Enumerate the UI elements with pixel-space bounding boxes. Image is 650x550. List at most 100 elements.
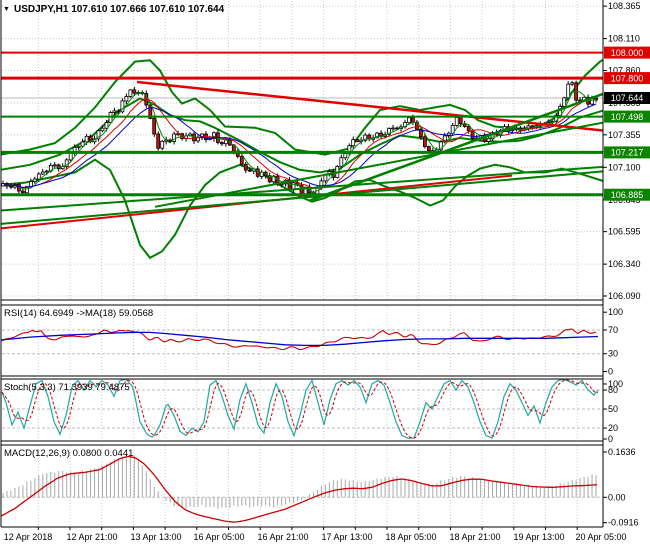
axis-tick-label: -0.0916 (608, 518, 639, 528)
price-label-text: 107.498 (611, 112, 644, 122)
green-trendline (154, 121, 603, 208)
axis-tick-label: 100 (608, 307, 623, 317)
candle-body (255, 168, 260, 177)
candle-body (160, 140, 165, 149)
axis-tick-label: 20 (608, 423, 618, 433)
price-label-box-107.498 (604, 110, 650, 123)
axis-tick-label: 106.340 (608, 259, 641, 269)
candle-body (36, 173, 41, 180)
candle-body (530, 125, 535, 128)
candle-body (100, 127, 105, 132)
candle-body (458, 117, 463, 125)
candle-body (442, 135, 447, 143)
stochastic-panel (1, 379, 599, 440)
stoch-indicator-label: Stoch(5,3,3) 71.3939 79.4875 (4, 382, 130, 393)
candle-body (116, 110, 121, 113)
price-label-text: 106.885 (611, 190, 644, 200)
candle-body (76, 145, 81, 148)
horizontal-levels (1, 51, 603, 197)
candle-body (80, 141, 85, 147)
candle-body (28, 181, 33, 187)
candle-body (219, 142, 224, 145)
candle-body (387, 128, 392, 135)
candle-body (156, 133, 161, 149)
candle-body (486, 138, 491, 142)
candle-body (562, 97, 567, 107)
axis-tick-label: 0 (608, 434, 613, 444)
candle-body (267, 175, 272, 183)
candle-body (438, 141, 443, 151)
price-label-box-107.800 (604, 72, 650, 85)
axis-tick-label: 107.355 (608, 130, 641, 140)
candle-body (32, 178, 37, 182)
price-label-text: 107.217 (611, 148, 644, 158)
candle-body (120, 100, 125, 113)
time-axis: 12 Apr 2018 12 Apr 21:00 13 Apr 13:00 16 Ap… (4, 527, 627, 542)
chart-header: ▼ USDJPY,H1 107.610 107.666 107.610 107.… (3, 4, 225, 15)
candle-body (20, 190, 25, 194)
candle-body (466, 125, 471, 132)
price-label-text: 108.000 (611, 48, 644, 58)
candle-body (418, 128, 423, 138)
axis-tick-label: 80 (608, 385, 618, 395)
symbol-dropdown-icon[interactable]: ▼ (3, 6, 10, 13)
candle-body (112, 110, 117, 113)
ma-mid (2, 95, 597, 189)
axis-tick-label: 0.1636 (608, 447, 636, 457)
time-axis-label: 18 Apr 05:00 (385, 532, 436, 542)
time-axis-label: 16 Apr 21:00 (257, 532, 308, 542)
rsi-panel (1, 328, 599, 351)
rsi-indicator-label: RSI(14) 64.6949 ->MA(18) 59.0568 (4, 308, 153, 319)
time-axis-label: 12 Apr 21:00 (66, 532, 117, 542)
stoch-d-line (1, 379, 598, 439)
candle-body (570, 82, 574, 85)
panel-borders (0, 0, 604, 528)
axis-tick-label: 107.860 (608, 66, 641, 76)
candle-body (395, 127, 399, 130)
candle-body (172, 133, 177, 142)
price-label-text: 107.800 (611, 73, 644, 83)
ma-fast (2, 90, 597, 194)
candle-body (196, 137, 200, 142)
candle-body (24, 186, 29, 194)
macd-indicator-label: MACD(12,26,9) 0.0800 0.0441 (4, 448, 133, 459)
candle-body (148, 104, 153, 119)
price-label-text: 107.644 (611, 93, 644, 103)
candle-body (132, 89, 137, 94)
axis-tick-label: 70 (608, 325, 618, 335)
candle-body (410, 117, 415, 123)
axis-tick-label: 0 (608, 367, 613, 377)
candle-body (124, 96, 129, 102)
candle-body (375, 132, 380, 139)
time-axis-label: 20 Apr 05:00 (575, 532, 626, 542)
green-trendline (1, 165, 603, 212)
time-axis-label: 13 Apr 13:00 (130, 532, 181, 542)
candle-body (339, 157, 344, 167)
candle-body (422, 136, 427, 148)
rsi-line (1, 328, 597, 351)
axis-tick-label: 0.00 (608, 492, 626, 502)
candle-body (355, 139, 360, 143)
candle-body (343, 153, 348, 159)
time-axis-label: 17 Apr 13:00 (321, 532, 372, 542)
time-axis-label: 19 Apr 13:00 (513, 532, 564, 542)
candle-body (9, 185, 13, 188)
candle-body (84, 135, 89, 143)
candle-body (446, 132, 451, 137)
time-axis-label: 12 Apr 2018 (4, 532, 53, 542)
candle-body (128, 89, 133, 97)
candle-body (211, 132, 216, 139)
axis-tick-label: 107.100 (608, 162, 641, 172)
time-axis-label: 18 Apr 21:00 (449, 532, 500, 542)
candle-body (44, 170, 49, 173)
stoch-k-line (1, 379, 599, 440)
axis-tick-label: 106.090 (608, 291, 641, 301)
price-label-box-107.217 (604, 146, 650, 159)
bollinger-middle (1, 97, 603, 174)
candle-body (239, 156, 244, 165)
axis-tick-label: 100 (608, 379, 623, 389)
candle-body (462, 123, 467, 127)
candle-body (470, 130, 475, 139)
